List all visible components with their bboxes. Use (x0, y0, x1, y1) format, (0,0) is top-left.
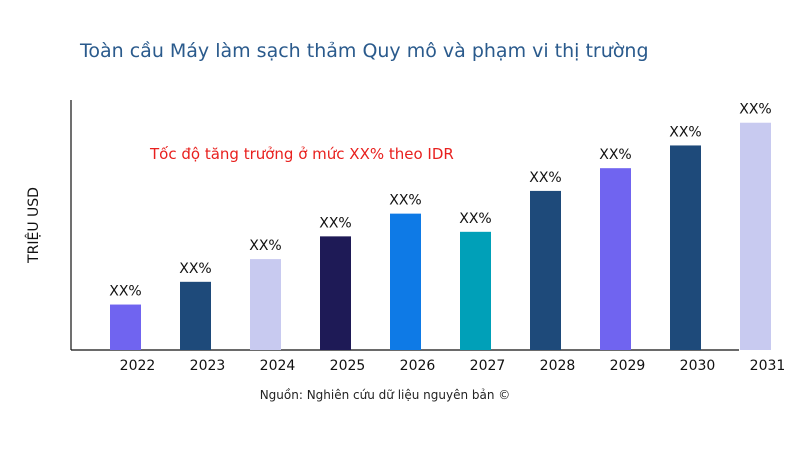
data-label-2025: XX% (319, 215, 351, 231)
bar-2025 (320, 236, 351, 350)
bar-2022 (110, 304, 141, 350)
x-tick-label-2023: 2023 (190, 358, 226, 374)
bar-2026 (390, 213, 421, 350)
bar-2024 (250, 259, 281, 350)
data-label-2024: XX% (249, 238, 281, 254)
data-label-2023: XX% (179, 261, 211, 277)
x-tick-label-2030: 2030 (680, 358, 716, 374)
bar-2028 (530, 190, 561, 350)
data-label-2028: XX% (529, 170, 561, 186)
chart-title: Toàn cầu Máy làm sạch thảm Quy mô và phạ… (80, 40, 649, 62)
bar-2029 (600, 168, 631, 350)
x-tick-label-2025: 2025 (330, 358, 366, 374)
x-tick-label-2022: 2022 (120, 358, 156, 374)
source-note: Nguồn: Nghiên cứu dữ liệu nguyên bản © (259, 388, 511, 402)
data-label-2022: XX% (109, 284, 141, 300)
data-label-2029: XX% (599, 147, 631, 163)
bar-2031 (740, 122, 771, 351)
x-tick-label-2029: 2029 (610, 358, 646, 374)
data-label-2031: XX% (739, 102, 771, 118)
x-tick-label-2027: 2027 (470, 358, 506, 374)
growth-annotation: Tốc độ tăng trưởng ở mức XX% theo IDR (150, 145, 454, 163)
x-tick-label-2028: 2028 (540, 358, 576, 374)
bar-2023 (180, 281, 211, 350)
data-label-2026: XX% (389, 193, 421, 209)
data-label-2027: XX% (459, 211, 491, 227)
bar-2030 (670, 145, 701, 350)
data-label-2030: XX% (669, 124, 701, 140)
x-tick-label-2026: 2026 (400, 358, 436, 374)
x-tick-label-2031: 2031 (750, 358, 786, 374)
x-tick-label-2024: 2024 (260, 358, 296, 374)
bar-2027 (460, 231, 491, 350)
